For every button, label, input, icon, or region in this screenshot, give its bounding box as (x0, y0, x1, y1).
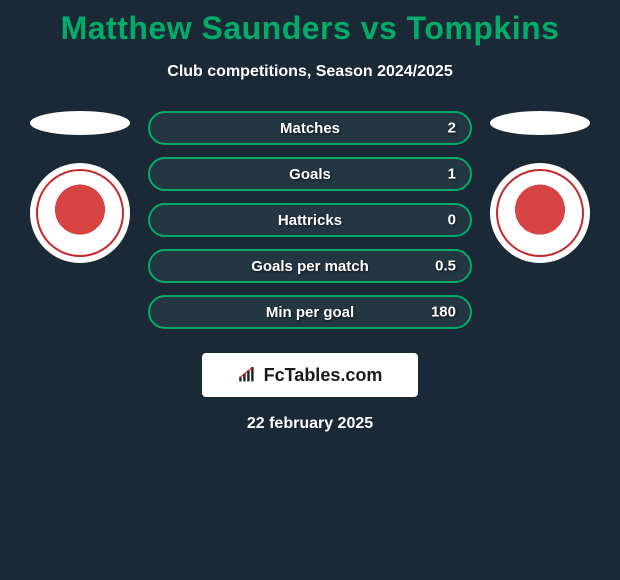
right-club-badge-icon (490, 163, 590, 263)
stat-row-goals-per-match: Goals per match 0.5 (148, 249, 472, 283)
stat-right-value: 0.5 (435, 258, 456, 275)
brand-name: FcTables.com (264, 365, 383, 386)
stat-label: Goals per match (251, 258, 369, 275)
stat-right-value: 1 (448, 166, 456, 183)
stat-row-hattricks: Hattricks 0 (148, 203, 472, 237)
stat-row-goals: Goals 1 (148, 157, 472, 191)
stat-row-min-per-goal: Min per goal 180 (148, 295, 472, 329)
stat-label: Goals (289, 166, 331, 183)
stat-label: Min per goal (266, 304, 354, 321)
left-player-side (30, 111, 130, 263)
comparison-area: Matches 2 Goals 1 Hattricks 0 Goals per … (0, 111, 620, 329)
right-flag-icon (490, 111, 590, 135)
date-label: 22 february 2025 (0, 415, 620, 433)
page-title: Matthew Saunders vs Tompkins (0, 0, 620, 47)
bar-chart-icon (238, 367, 258, 383)
stat-right-value: 2 (448, 120, 456, 137)
fctables-link[interactable]: FcTables.com (202, 353, 418, 397)
stat-label: Hattricks (278, 212, 342, 229)
left-flag-icon (30, 111, 130, 135)
stat-label: Matches (280, 120, 340, 137)
subtitle: Club competitions, Season 2024/2025 (0, 63, 620, 81)
stat-row-matches: Matches 2 (148, 111, 472, 145)
left-club-badge-icon (30, 163, 130, 263)
right-player-side (490, 111, 590, 263)
stats-list: Matches 2 Goals 1 Hattricks 0 Goals per … (140, 111, 480, 329)
stat-right-value: 0 (448, 212, 456, 229)
stat-right-value: 180 (431, 304, 456, 321)
